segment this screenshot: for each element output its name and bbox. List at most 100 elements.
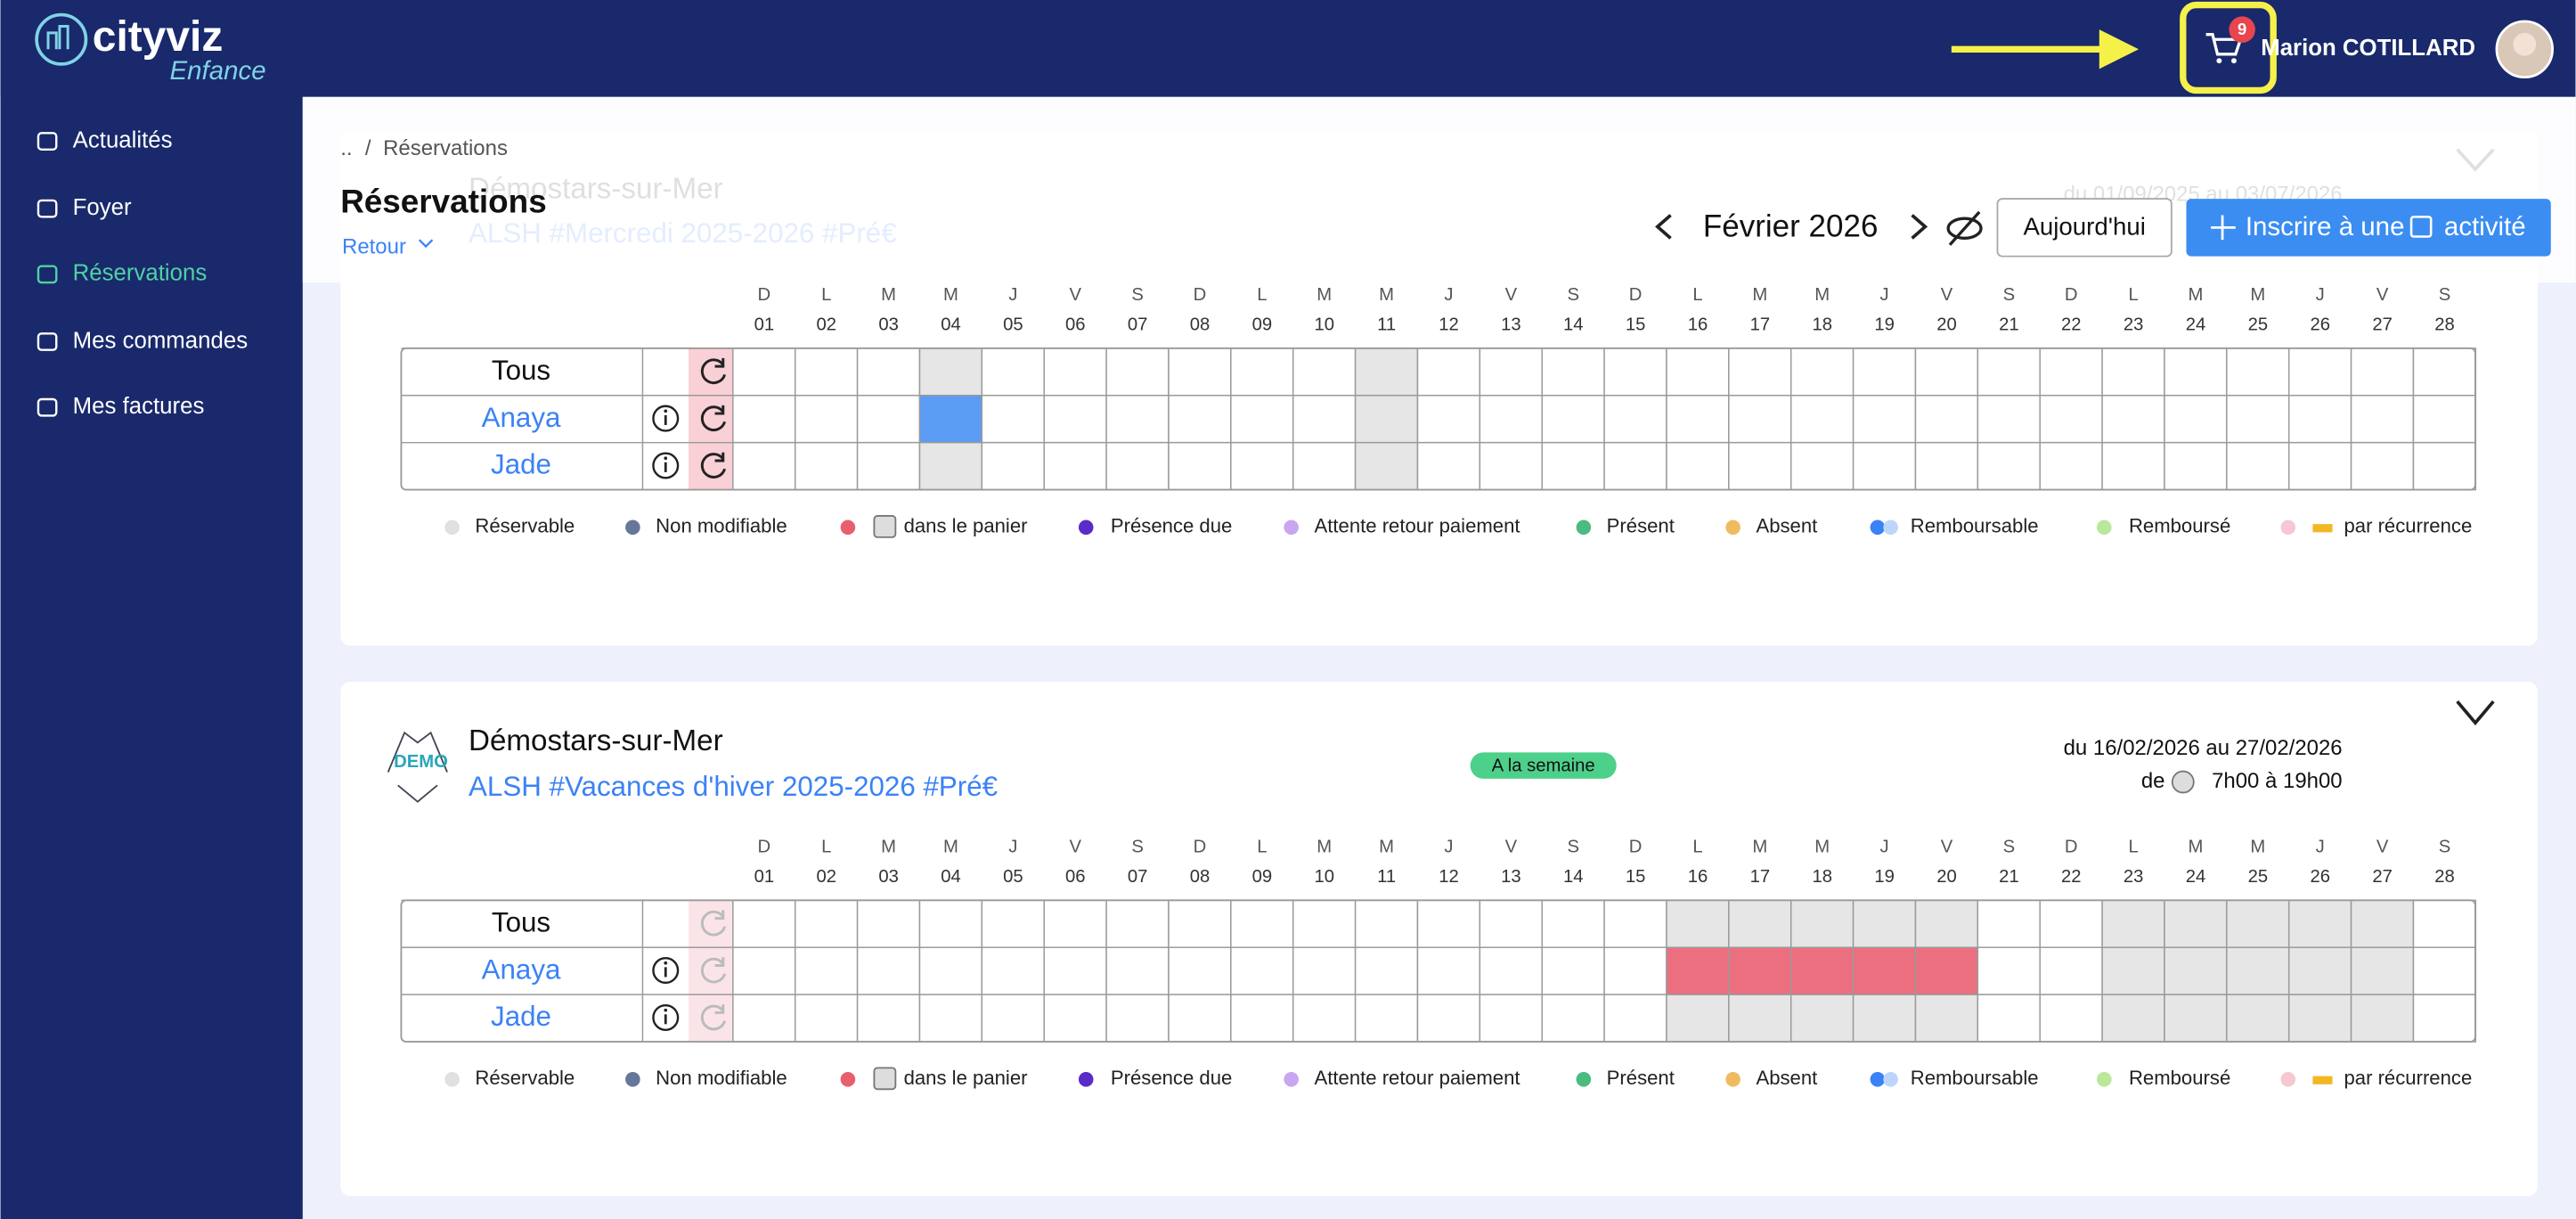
info-icon[interactable] [652,1003,680,1031]
day-cell[interactable] [981,348,1045,397]
day-cell[interactable] [1666,899,1730,948]
day-cell[interactable] [1789,946,1855,995]
info-icon[interactable] [652,957,680,985]
day-cell[interactable] [1479,946,1543,995]
day-cell[interactable] [1728,348,1792,397]
day-cell[interactable] [2350,994,2415,1043]
day-cell[interactable] [1977,395,2041,444]
day-cell[interactable] [2226,994,2290,1043]
day-cell[interactable] [1789,348,1855,397]
day-cell[interactable] [1541,348,1605,397]
day-cell[interactable] [1230,946,1294,995]
day-cell[interactable] [981,994,1045,1043]
day-cell[interactable] [856,899,921,948]
day-cell[interactable] [2101,441,2165,491]
day-cell[interactable] [1789,994,1855,1043]
day-cell[interactable] [2350,348,2415,397]
day-cell[interactable] [1977,441,2041,491]
day-cell[interactable] [1603,395,1667,444]
day-cell[interactable] [1852,395,1917,444]
day-cell[interactable] [2164,899,2228,948]
nav-item[interactable]: Foyer [73,195,132,220]
day-cell[interactable] [856,441,921,491]
nav-item[interactable]: Mes factures [73,394,205,419]
day-cell[interactable] [1105,946,1170,995]
day-cell[interactable] [1728,994,1792,1043]
day-cell[interactable] [1728,946,1792,995]
day-cell[interactable] [981,441,1045,491]
day-cell[interactable] [2164,348,2228,397]
hide-icon[interactable] [1946,217,1983,240]
day-cell[interactable] [1479,994,1543,1043]
day-cell[interactable] [1541,441,1605,491]
day-cell[interactable] [1354,946,1419,995]
day-cell[interactable] [2412,348,2477,397]
day-cell[interactable] [1852,899,1917,948]
day-cell[interactable] [2350,395,2415,444]
day-cell[interactable] [1541,994,1605,1043]
refresh-icon[interactable] [700,357,727,385]
day-cell[interactable] [1603,441,1667,491]
day-cell[interactable] [1416,899,1481,948]
day-cell[interactable] [2226,899,2290,948]
day-cell[interactable] [732,348,796,397]
chevron[interactable] [2456,700,2495,726]
day-cell[interactable] [2101,994,2165,1043]
day-cell[interactable] [1292,899,1357,948]
refresh-icon[interactable] [700,405,727,432]
day-cell[interactable] [1230,395,1294,444]
day-cell[interactable] [1043,899,1107,948]
day-cell[interactable] [2101,395,2165,444]
day-cell[interactable] [2412,946,2477,995]
day-cell[interactable] [2039,395,2103,444]
day-cell[interactable] [856,994,921,1043]
day-cell[interactable] [2226,395,2290,444]
day-cell[interactable] [1603,994,1667,1043]
day-cell[interactable] [1416,994,1481,1043]
day-cell[interactable] [1043,946,1107,995]
day-cell[interactable] [856,946,921,995]
day-cell[interactable] [794,348,859,397]
day-cell[interactable] [1230,899,1294,948]
day-cell[interactable] [1354,348,1419,397]
day-cell[interactable] [1168,348,1232,397]
day-cell[interactable] [1292,348,1357,397]
day-cell[interactable] [2164,946,2228,995]
day-cell[interactable] [1043,348,1107,397]
day-cell[interactable] [2039,348,2103,397]
day-cell[interactable] [2101,348,2165,397]
day-cell[interactable] [2287,395,2352,444]
day-cell[interactable] [2101,946,2165,995]
day-cell[interactable] [1852,348,1917,397]
day-cell[interactable] [1914,441,1979,491]
day-cell[interactable] [1168,899,1232,948]
day-cell[interactable] [1914,348,1979,397]
day-cell[interactable] [2226,946,2290,995]
day-cell[interactable] [2039,899,2103,948]
prev-month[interactable] [1655,214,1672,240]
day-cell[interactable] [2101,899,2165,948]
day-cell[interactable] [1354,395,1419,444]
day-cell[interactable] [918,348,983,397]
day-cell[interactable] [2350,899,2415,948]
day-cell[interactable] [1728,441,1792,491]
day-cell[interactable] [794,899,859,948]
day-cell[interactable] [2039,946,2103,995]
day-cell[interactable] [732,994,796,1043]
day-cell[interactable] [1479,899,1543,948]
day-cell[interactable] [1914,395,1979,444]
back-link[interactable]: Retour [342,235,406,259]
day-cell[interactable] [1789,441,1855,491]
day-cell[interactable] [1168,441,1232,491]
nav-item[interactable]: Réservations [73,261,208,286]
day-cell[interactable] [1603,348,1667,397]
day-cell[interactable] [1541,946,1605,995]
day-cell[interactable] [1666,348,1730,397]
day-cell[interactable] [981,395,1045,444]
next-month[interactable] [1911,214,1928,240]
day-cell[interactable] [1603,899,1667,948]
day-cell[interactable] [918,946,983,995]
day-cell[interactable] [794,994,859,1043]
day-cell[interactable] [2039,441,2103,491]
day-cell[interactable] [1292,946,1357,995]
